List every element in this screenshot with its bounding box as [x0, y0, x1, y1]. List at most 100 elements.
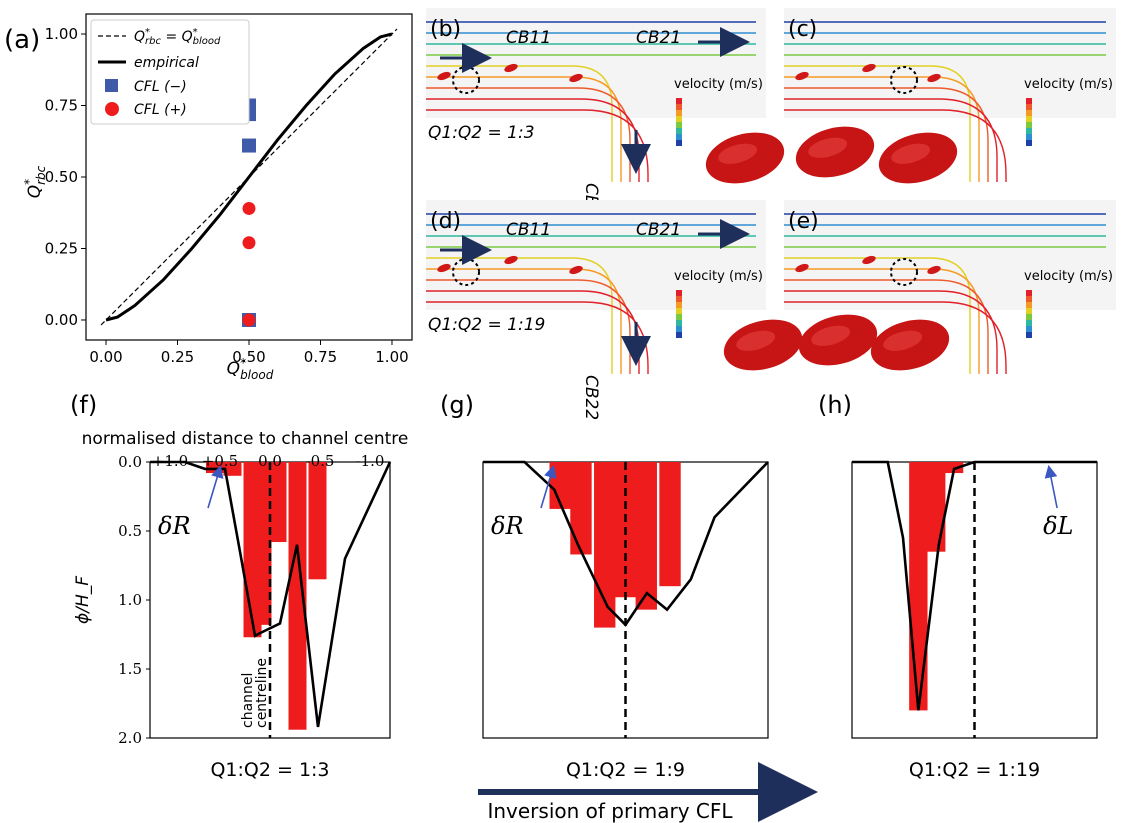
x-tick-label: 0.50: [232, 348, 265, 366]
colorbar-segment: [676, 308, 682, 314]
rbc-3d-render: [878, 132, 958, 184]
y-axis-label-a: Q*rbc: [22, 165, 48, 198]
colorbar-segment: [1026, 128, 1032, 134]
plot-a-ticks: 0.00 0.00 0.25 0.25 0.50 0.50 0.75 0.75 1.00 1.00: [45, 25, 409, 366]
streamline: [784, 109, 1007, 182]
velocity-label: velocity (m/s): [1024, 77, 1113, 92]
flow-ratio-caption: Q1:Q2 = 1:3: [210, 759, 329, 781]
bar-panel-g: (g) δR Q1:Q2 = 1:9: [440, 391, 769, 781]
y-tick-label: 0.75: [45, 97, 78, 115]
rbc-cell: [795, 263, 809, 273]
y-tick-label: 2.0: [118, 729, 142, 747]
rbc-highlight: [736, 330, 776, 351]
panel-label-e: (e): [788, 209, 819, 234]
flow-ratio-label: Q1:Q2 = 1:3: [428, 123, 535, 143]
colorbar-segment: [676, 326, 682, 332]
empirical-curve: [105, 32, 393, 322]
bar: [308, 462, 327, 580]
legend-box: [90, 19, 250, 125]
velocity-label: velocity (m/s): [674, 269, 763, 284]
colorbar-segment: [676, 104, 682, 110]
bar: [268, 462, 287, 543]
y-tick-label: 0.25: [45, 239, 78, 257]
top-tick-label: 0.0: [258, 452, 282, 470]
rbc-3d-render: [795, 126, 875, 178]
sim-panel-e: velocity (m/s) (e): [784, 200, 1116, 380]
simulation-panels: velocity (m/s) (b) CB11 CB21 CB22 Q1:Q2 = 1:3…: [426, 8, 1116, 420]
panel-label-b: (b): [430, 17, 461, 42]
centreline-label-2: centreline: [254, 658, 270, 728]
bar-panel-h: (h) δL Q1:Q2 = 1:19: [818, 391, 1098, 781]
bar: [253, 462, 272, 625]
rbc-3d-render: [723, 319, 803, 371]
bar: [944, 462, 964, 474]
colorbar-segment: [1026, 116, 1032, 122]
y-axis-label: ϕ/H_F: [73, 576, 93, 624]
colorbar-segment: [676, 98, 682, 104]
x-tick-label: 0.75: [304, 348, 337, 366]
colorbar-segment: [676, 140, 682, 146]
y-tick-label: 0.5: [118, 522, 142, 540]
label-cb11: CB11: [506, 220, 551, 240]
rbc-cell: [437, 71, 451, 81]
delta-arrow: [540, 464, 557, 509]
rbc-highlight: [808, 137, 848, 158]
rbc-cell: [569, 265, 583, 275]
y-tick-label: 1.5: [118, 660, 142, 678]
colorbar-segment: [676, 110, 682, 116]
colorbar-segment: [1026, 98, 1032, 104]
bar: [594, 462, 616, 628]
rbc-cell: [504, 63, 518, 73]
label-cb11: CB11: [506, 28, 551, 48]
colorbar-segment: [1026, 308, 1032, 314]
y-tick-label: 0.0: [118, 453, 142, 471]
rbc-cell: [927, 73, 941, 83]
colorbar-segment: [1026, 122, 1032, 128]
streamline: [784, 87, 989, 182]
colorbar-segment: [676, 296, 682, 302]
top-axis-label: normalised distance to channel centre: [82, 429, 409, 449]
rbc-cell: [862, 255, 876, 265]
y-tick-label: 0.00: [45, 311, 78, 329]
colorbar-segment: [1026, 302, 1032, 308]
cfl-plus-point: [242, 313, 256, 327]
velocity-label: velocity (m/s): [1024, 269, 1113, 284]
colorbar-segment: [1026, 104, 1032, 110]
y-tick-label: 0.50: [45, 168, 78, 186]
cfl-minus-point: [242, 138, 256, 153]
x-tick-label: 0.00: [89, 348, 122, 366]
streamline: [784, 279, 989, 374]
legend-swatch-circle: [105, 102, 119, 116]
x-tick-label: 0.25: [161, 348, 194, 366]
legend-a: Q* rbc = Q* blood empirical CFL (−) CFL (+…: [90, 19, 250, 125]
tracked-cell-circle: [890, 66, 918, 94]
top-tick-label: +0.5: [202, 452, 238, 470]
colorbar-segment: [1026, 320, 1032, 326]
bar: [288, 462, 307, 730]
colorbar-segment: [1026, 326, 1032, 332]
rbc-3d-render: [798, 314, 878, 366]
colorbar-segment: [1026, 110, 1032, 116]
tracked-cell-circle: [890, 258, 918, 286]
colorbar-segment: [1026, 314, 1032, 320]
x-tick-label: 1.00: [375, 348, 408, 366]
rbc-cell: [437, 263, 451, 273]
delta-arrow: [207, 464, 224, 509]
bar: [659, 462, 681, 587]
profile-line: [150, 460, 392, 728]
delta-annotation: δR: [158, 512, 191, 540]
rbc-cell: [862, 63, 876, 73]
colorbar-segment: [676, 290, 682, 296]
rbc-3d-render: [705, 132, 785, 184]
colorbar-segment: [1026, 290, 1032, 296]
delta-annotation: δR: [491, 512, 524, 540]
delta-arrow: [1044, 464, 1058, 509]
label-cb21: CB21: [636, 220, 681, 240]
label-cb22: CB22: [581, 375, 601, 420]
streamline: [426, 279, 631, 374]
rbc-cell: [569, 73, 583, 83]
colorbar-segment: [676, 314, 682, 320]
label-cb21: CB21: [636, 28, 681, 48]
legend-swatch-square: [105, 79, 118, 92]
colorbar-segment: [676, 332, 682, 338]
